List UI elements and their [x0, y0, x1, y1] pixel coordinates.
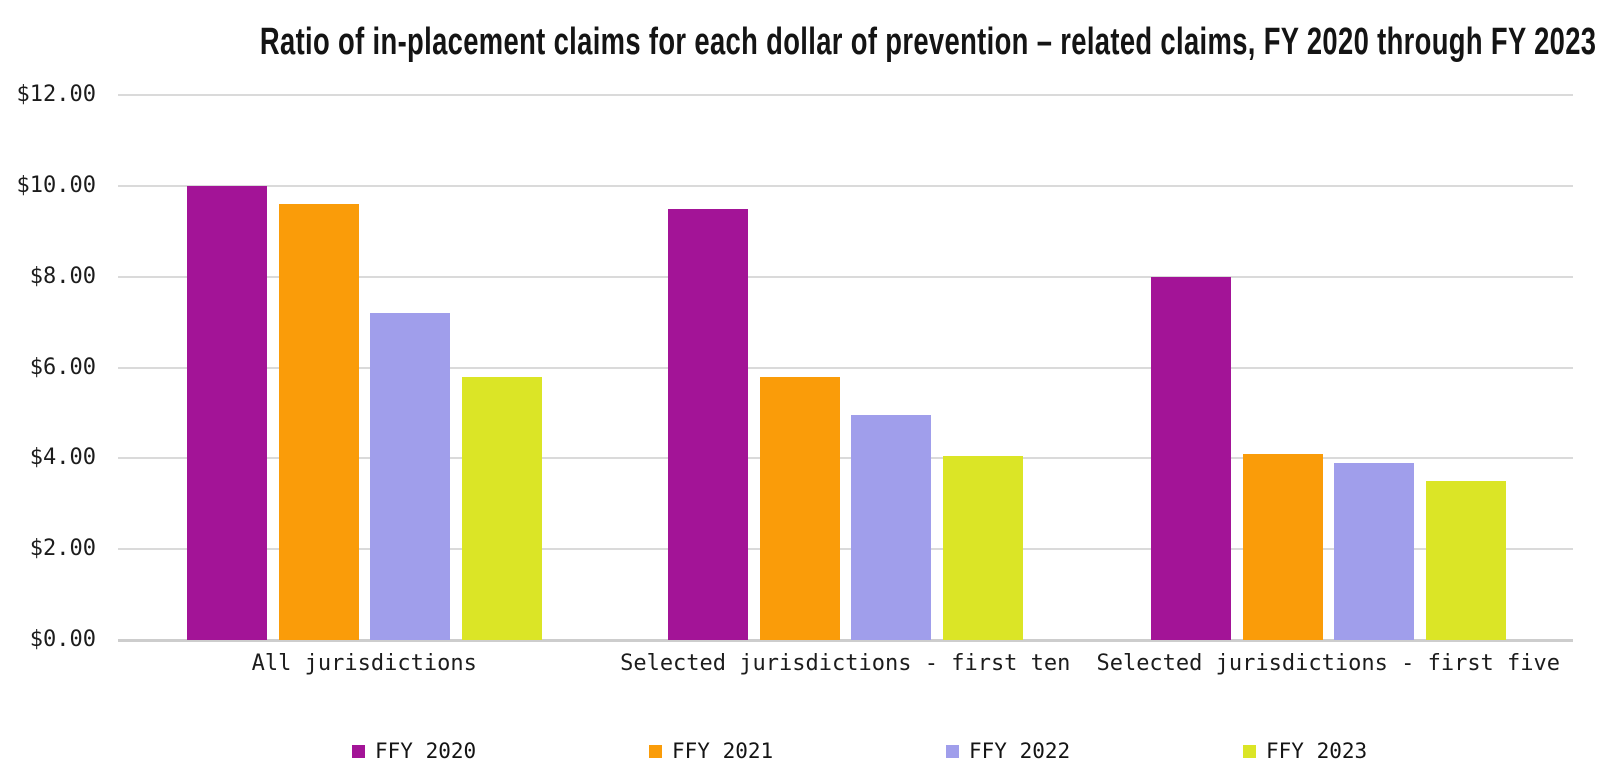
gridline [118, 275, 1573, 278]
bar-ffy-2023-selected-jurisdictions-first-five [1425, 481, 1506, 640]
legend-item-ffy-2022: FFY 2022 [946, 739, 1071, 763]
y-tick-label: $4.00 [29, 445, 96, 471]
bar-ffy-2020-all-jurisdictions [187, 185, 267, 640]
gridline [118, 94, 1573, 96]
legend-label: FFY 2022 [969, 739, 1071, 763]
plot-area: All jurisdictions Selected jurisdictions … [118, 94, 1573, 676]
title-row: Ratio of in-placement claims for each do… [0, 20, 1600, 64]
chart-title: Ratio of in-placement claims for each do… [259, 21, 1597, 63]
x-axis-label-selected-jurisdictions-first-five: Selected jurisdictions - first five [1096, 651, 1561, 676]
y-tick-label: $12.00 [16, 82, 96, 107]
legend-item-ffy-2021: FFY 2021 [649, 739, 774, 763]
bar-ffy-2023-selected-jurisdictions-first-ten [942, 456, 1023, 640]
legend-label: FFY 2023 [1266, 739, 1368, 763]
x-axis-label-all-jurisdictions: All jurisdictions [251, 651, 477, 676]
gridline [118, 548, 1573, 551]
bar-ffy-2021-selected-jurisdictions-first-five [1242, 453, 1323, 640]
legend-swatch-ffy-2022 [946, 744, 959, 758]
bar-ffy-2022-all-jurisdictions [370, 313, 450, 640]
bar-ffy-2023-all-jurisdictions [461, 376, 542, 640]
bar-ffy-2020-selected-jurisdictions-first-five [1151, 276, 1231, 640]
legend-label: FFY 2020 [375, 739, 477, 763]
bar-ffy-2020-selected-jurisdictions-first-ten [668, 208, 748, 640]
bar-ffy-2022-selected-jurisdictions-first-ten [851, 415, 931, 640]
gridline [118, 366, 1573, 369]
legend-item-ffy-2020: FFY 2020 [352, 739, 477, 763]
y-tick-label: $6.00 [29, 354, 96, 380]
legend-swatch-ffy-2020 [352, 744, 365, 758]
x-axis-line [118, 639, 1573, 642]
legend-item-ffy-2023: FFY 2023 [1243, 739, 1368, 763]
legend-swatch-ffy-2021 [649, 744, 662, 758]
y-tick-label: $0.00 [29, 627, 96, 652]
gridline [118, 457, 1573, 460]
legend-label: FFY 2021 [672, 739, 774, 763]
bar-ffy-2022-selected-jurisdictions-first-five [1334, 462, 1414, 640]
bar-ffy-2021-all-jurisdictions [278, 204, 359, 640]
legend-swatch-ffy-2023 [1243, 744, 1256, 758]
y-tick-label: $8.00 [29, 263, 96, 289]
bar-ffy-2021-selected-jurisdictions-first-ten [759, 376, 840, 640]
y-tick-label: $10.00 [16, 172, 96, 198]
y-tick-label: $2.00 [29, 536, 96, 562]
gridline [118, 184, 1573, 187]
x-axis-label-selected-jurisdictions-first-ten: Selected jurisdictions - first ten [620, 651, 1071, 676]
